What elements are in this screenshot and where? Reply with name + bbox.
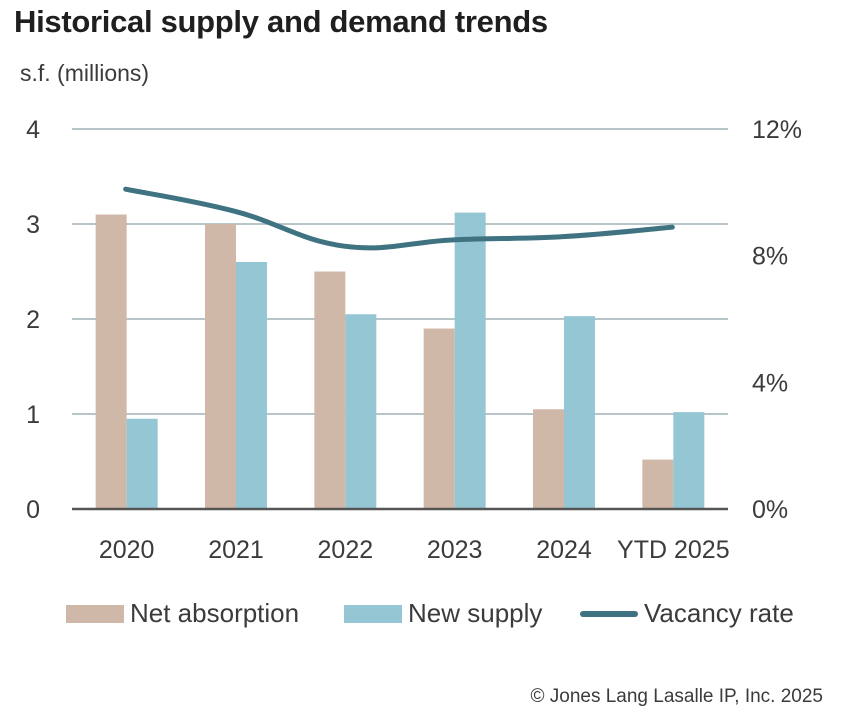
x-tick-label: 2021	[208, 536, 264, 564]
bar-new-supply	[673, 412, 705, 509]
x-tick-label: YTD 2025	[617, 536, 730, 564]
x-tick-label: 2020	[99, 536, 155, 564]
y2-tick-label: 4%	[752, 369, 788, 397]
bar-new-supply	[126, 418, 158, 509]
bar-new-supply	[454, 212, 486, 509]
y2-tick-label: 0%	[752, 496, 788, 524]
bar-net-absorption	[314, 271, 346, 509]
legend-item-new-supply: New supply	[344, 598, 542, 629]
y-tick-label: 0	[26, 496, 40, 524]
copyright-source: © Jones Lang Lasalle IP, Inc. 2025	[530, 686, 823, 707]
x-tick-label: 2023	[427, 536, 483, 564]
supply-demand-chart: 0 1 2 3 4 0% 4% 8% 12% 2020 2021 2022 2023 2024 YTD 20…	[26, 116, 802, 564]
y-tick-label: 4	[26, 116, 40, 144]
bar-net-absorption	[423, 328, 455, 509]
y-tick-label: 3	[26, 211, 40, 239]
vacancy-rate-line	[123, 186, 675, 251]
legend-swatch-vacancy-rate	[580, 610, 638, 617]
chart-legend: Net absorption New supply Vacancy rate	[0, 598, 845, 638]
legend-label-vacancy-rate: Vacancy rate	[644, 598, 794, 628]
bar-net-absorption	[205, 224, 236, 509]
x-tick-label: 2024	[536, 536, 592, 564]
legend-item-net-absorption: Net absorption	[66, 598, 299, 629]
y-tick-label: 2	[26, 306, 40, 334]
y2-tick-label: 12%	[752, 116, 802, 144]
x-tick-label: 2022	[318, 536, 374, 564]
y-axis-unit-label: s.f. (millions)	[20, 60, 150, 86]
bar-net-absorption	[95, 214, 127, 509]
bar-new-supply	[236, 262, 267, 509]
legend-swatch-new-supply	[344, 604, 402, 623]
legend-swatch-net-absorption	[66, 604, 124, 623]
bar-net-absorption	[642, 459, 674, 509]
bar-new-supply	[564, 316, 595, 509]
legend-item-vacancy-rate: Vacancy rate	[580, 598, 794, 629]
legend-label-net-absorption: Net absorption	[130, 598, 300, 628]
bar-new-supply	[345, 314, 377, 509]
legend-label-new-supply: New supply	[408, 598, 543, 628]
chart-title: Historical supply and demand trends	[14, 4, 548, 39]
bar-net-absorption	[533, 409, 564, 509]
y-tick-label: 1	[26, 401, 40, 429]
y2-tick-label: 8%	[752, 243, 788, 271]
